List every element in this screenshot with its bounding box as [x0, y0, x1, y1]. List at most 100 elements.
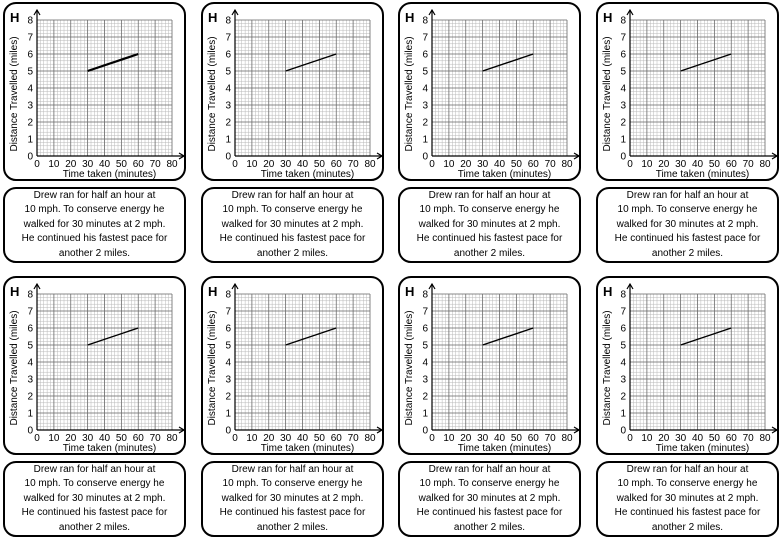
- scenario-line: another 2 miles.: [651, 521, 724, 533]
- scenario-line: 10 mph. To conserve energy he: [24, 478, 165, 490]
- y-tick-label: 7: [27, 33, 33, 44]
- series-line: [680, 327, 732, 346]
- y-tick-label: 1: [225, 409, 231, 420]
- x-axis-label: Time taken (minutes): [63, 443, 157, 454]
- description-panel: Drew ran for half an hour at 10 mph. To c…: [596, 187, 779, 263]
- x-tick-label: 10: [443, 159, 455, 170]
- x-tick-label: 60: [133, 433, 145, 444]
- scenario-line: 10 mph. To conserve energy he: [617, 204, 758, 216]
- x-tick-label: 70: [348, 159, 360, 170]
- x-tick-label: 30: [477, 159, 489, 170]
- x-tick-label: 30: [82, 159, 94, 170]
- x-tick-label: 40: [297, 433, 309, 444]
- distance-time-graph: 0 10 20 30 40 50 60 70 80 0 1 2 3 4 5 6 7 8 Time taken (mi…: [602, 8, 777, 179]
- x-tick-label: 20: [65, 433, 77, 444]
- x-tick-label: 80: [561, 433, 573, 444]
- y-tick-label: 6: [620, 50, 626, 61]
- x-axis-arrow-icon: [376, 426, 382, 434]
- y-tick-label: 1: [27, 135, 33, 146]
- y-tick-label: 4: [27, 84, 33, 95]
- x-tick-label: 70: [743, 159, 755, 170]
- x-tick-label: 50: [314, 159, 326, 170]
- series-line: [87, 327, 139, 346]
- x-axis-arrow-icon: [376, 152, 382, 160]
- y-axis-label: Distance Travelled (miles): [404, 36, 415, 151]
- x-axis-label: Time taken (minutes): [458, 169, 552, 180]
- y-tick-label: 8: [27, 290, 33, 301]
- y-tick-label: 8: [620, 290, 626, 301]
- series-line: [482, 327, 534, 346]
- scenario-line: Drew ran for half an hour at: [626, 189, 749, 201]
- y-tick-label: 7: [620, 33, 626, 44]
- scenario-line: He continued his fastest pace for: [219, 233, 366, 245]
- y-tick-label: 3: [620, 375, 626, 386]
- y-tick-label: 8: [620, 16, 626, 27]
- x-tick-label: 50: [709, 433, 721, 444]
- x-tick-label: 20: [263, 159, 275, 170]
- x-tick-label: 70: [150, 433, 162, 444]
- y-tick-label: 6: [27, 50, 33, 61]
- major-gridlines: [234, 19, 371, 157]
- scenario-line: 10 mph. To conserve energy he: [419, 204, 560, 216]
- x-tick-label: 40: [494, 433, 506, 444]
- x-tick-label: 0: [627, 159, 633, 170]
- y-tick-label: 1: [225, 135, 231, 146]
- scenario-line: Drew ran for half an hour at: [33, 189, 156, 201]
- y-axis-label: Distance Travelled (miles): [9, 36, 20, 151]
- graph-panel: 0 10 20 30 40 50 60 70 80 0 1 2 3 4 5 6 7 8 Time taken (mi…: [398, 276, 581, 455]
- x-axis-label: Time taken (minutes): [261, 443, 355, 454]
- scenario-line: 10 mph. To conserve energy he: [222, 204, 363, 216]
- distance-time-graph: 0 10 20 30 40 50 60 70 80 0 1 2 3 4 5 6 7 8 Time taken (mi…: [404, 282, 579, 453]
- graph-panel: 0 10 20 30 40 50 60 70 80 0 1 2 3 4 5 6 7 8 Time taken (mi…: [3, 276, 186, 455]
- distance-time-graph: 0 10 20 30 40 50 60 70 80 0 1 2 3 4 5 6 7 8 Time taken (mi…: [9, 282, 184, 454]
- scenario-line: He continued his fastest pace for: [21, 233, 168, 245]
- y-tick-label: 4: [422, 84, 428, 95]
- x-tick-label: 40: [99, 433, 111, 444]
- x-tick-label: 20: [263, 433, 275, 444]
- y-tick-label: 0: [422, 152, 428, 163]
- y-tick-label: 2: [620, 118, 626, 129]
- y-tick-label: 3: [225, 375, 231, 386]
- x-tick-label: 80: [759, 433, 771, 444]
- scenario-line: another 2 miles.: [58, 247, 131, 259]
- y-axis-label: Distance Travelled (miles): [602, 36, 613, 151]
- tier-label: H: [208, 284, 217, 299]
- x-tick-label: 70: [743, 433, 755, 444]
- y-tick-label: 2: [27, 118, 33, 129]
- tier-label: H: [208, 10, 217, 25]
- x-tick-label: 70: [348, 433, 360, 444]
- x-tick-label: 60: [133, 159, 145, 170]
- scenario-line: Drew ran for half an hour at: [626, 463, 749, 475]
- x-tick-label: 0: [34, 433, 40, 444]
- y-tick-label: 1: [620, 409, 626, 420]
- y-tick-label: 0: [225, 426, 231, 437]
- y-tick-label: 5: [422, 67, 428, 78]
- y-axis-label: Distance Travelled (miles): [207, 36, 218, 151]
- x-tick-label: 0: [429, 433, 435, 444]
- x-tick-label: 50: [116, 433, 128, 444]
- scenario-line: Drew ran for half an hour at: [428, 189, 551, 201]
- x-tick-label: 80: [166, 159, 178, 170]
- x-tick-label: 80: [364, 433, 376, 444]
- y-tick-label: 4: [620, 358, 626, 369]
- y-axis-label: Distance Travelled (miles): [207, 310, 218, 425]
- x-tick-label: 50: [116, 159, 128, 170]
- y-tick-label: 7: [422, 307, 428, 318]
- tier-label: H: [603, 10, 612, 25]
- description-panel: Drew ran for half an hour at 10 mph. To c…: [3, 187, 186, 263]
- tier-label: H: [405, 284, 414, 299]
- scenario-line: He continued his fastest pace for: [614, 507, 761, 519]
- y-tick-label: 3: [27, 375, 33, 386]
- x-tick-label: 40: [99, 159, 111, 170]
- description-panel: Drew ran for half an hour at 10 mph. To c…: [3, 461, 186, 537]
- tier-label: H: [405, 10, 414, 25]
- x-tick-label: 0: [429, 159, 435, 170]
- y-axis-arrow-icon: [33, 8, 41, 16]
- x-tick-label: 20: [65, 159, 77, 170]
- scenario-line: walked for 30 minutes at 2 mph.: [23, 492, 166, 504]
- x-tick-label: 50: [709, 159, 721, 170]
- scenario-text: Drew ran for half an hour at 10 mph. To c…: [417, 189, 563, 262]
- x-axis-arrow-icon: [178, 426, 184, 434]
- x-tick-label: 30: [477, 433, 489, 444]
- y-tick-label: 6: [225, 50, 231, 61]
